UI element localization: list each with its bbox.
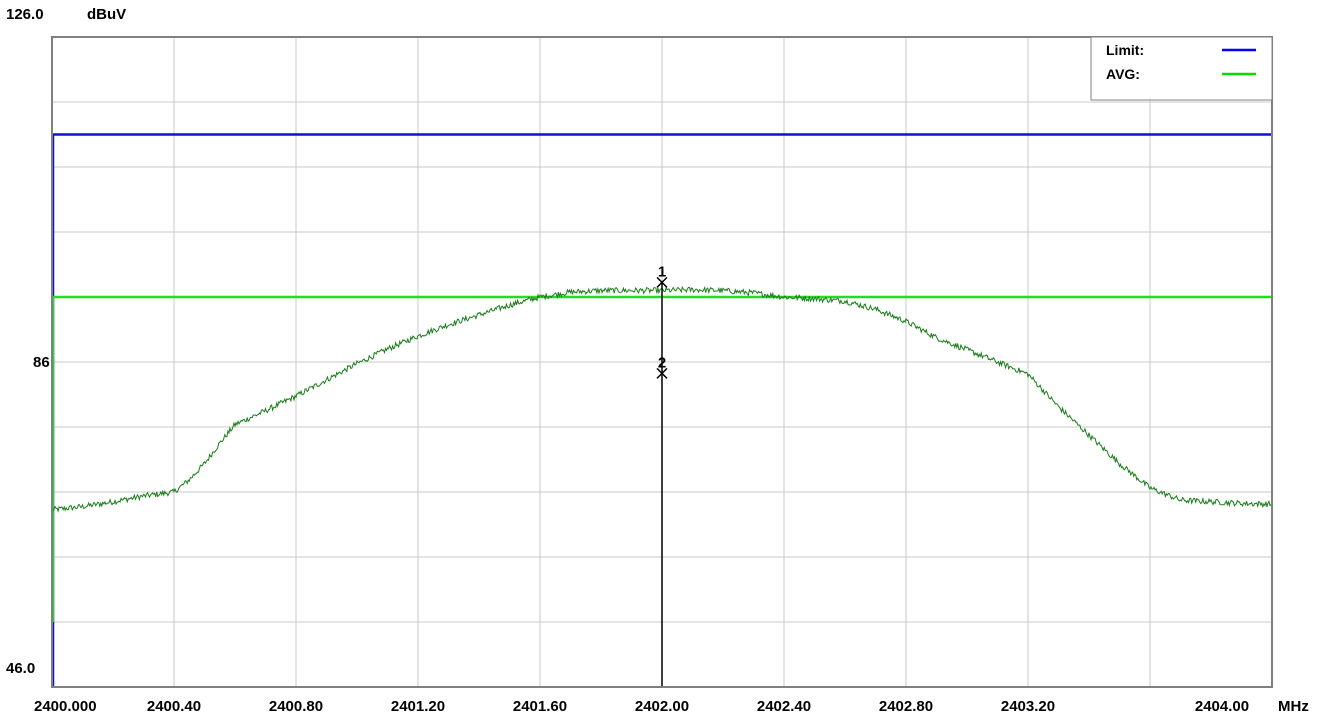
x-axis-unit-label: MHz (1278, 698, 1309, 715)
x-tick-label: 2402.80 (879, 698, 933, 715)
x-tick-label: 2402.00 (635, 698, 689, 715)
markers: 12 (656, 263, 668, 687)
legend: Limit: AVG: (1090, 36, 1273, 101)
x-tick-label: 2403.20 (1001, 698, 1055, 715)
legend-label-0: Limit: (1106, 42, 1144, 58)
legend-box (1090, 36, 1273, 101)
marker-label: 1 (658, 263, 666, 280)
marker-2: 2 (656, 354, 668, 379)
y-tick-label: 86 (33, 354, 50, 371)
x-tick-label: 2401.20 (391, 698, 445, 715)
x-tick-label: 2401.60 (513, 698, 567, 715)
legend-label-1: AVG: (1106, 66, 1140, 82)
marker-1: 1 (656, 263, 668, 288)
marker-label: 2 (658, 354, 666, 371)
y-axis-labels: 126.0 86 46.0 (6, 6, 50, 677)
marker-cross-stroke (656, 367, 668, 379)
x-tick-label: 2400.000 (34, 698, 97, 715)
x-tick-label: 2400.80 (269, 698, 323, 715)
x-tick-label: 2402.40 (757, 698, 811, 715)
x-axis-labels: 2400.000 2400.40 2400.80 2401.20 2401.60 2402… (34, 698, 1249, 715)
marker-cross-stroke (656, 276, 668, 288)
x-tick-label: 2404.00 (1195, 698, 1249, 715)
y-tick-label: 46.0 (6, 660, 35, 677)
plot-frame (51, 36, 1273, 688)
x-tick-label: 2400.40 (147, 698, 201, 715)
y-axis-unit-label: dBuV (87, 6, 126, 23)
y-tick-label: 126.0 (6, 6, 44, 23)
